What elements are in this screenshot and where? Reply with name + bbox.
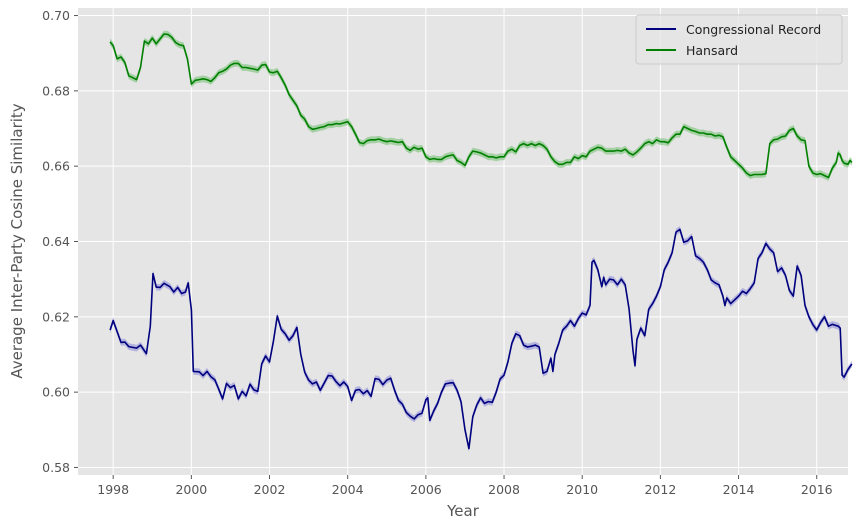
legend-box — [635, 14, 843, 65]
y-tick-label: 0.62 — [42, 309, 70, 324]
x-tick-label: 2010 — [566, 482, 598, 497]
x-axis: 1998 2000 2002 2004 2006 2008 2010 2012 2014 2016 — [97, 475, 833, 497]
series-line-hansard — [109, 33, 853, 179]
x-tick-label: 2016 — [801, 482, 833, 497]
x-tick-label: 2006 — [410, 482, 442, 497]
y-tick-label: 0.60 — [42, 385, 70, 400]
legend-label-congressional-record: Congressional Record — [686, 22, 821, 37]
y-tick-label: 0.64 — [42, 234, 70, 249]
x-tick-label: 2012 — [644, 482, 676, 497]
x-tick-label: 2004 — [332, 482, 364, 497]
series-line-congressional-record — [109, 228, 853, 450]
x-tick-label: 1998 — [97, 482, 129, 497]
series-lines — [109, 33, 853, 450]
x-axis-label: Year — [446, 502, 480, 520]
confidence-bands — [110, 30, 852, 452]
legend-label-hansard: Hansard — [686, 43, 738, 58]
y-tick-label: 0.68 — [42, 83, 70, 98]
y-tick-label: 0.66 — [42, 159, 70, 174]
y-axis: 0.58 0.60 0.62 0.64 0.66 0.68 0.70 — [42, 8, 78, 475]
y-tick-label: 0.70 — [42, 8, 70, 23]
legend: Congressional Record Hansard — [635, 14, 843, 65]
y-tick-label: 0.58 — [42, 460, 70, 475]
x-tick-label: 2008 — [488, 482, 520, 497]
x-tick-label: 2014 — [723, 482, 755, 497]
band-hansard — [110, 30, 852, 181]
x-tick-label: 2002 — [254, 482, 286, 497]
x-tick-label: 2000 — [175, 482, 207, 497]
y-axis-label: Average Inter-Party Cosine Similarity — [8, 103, 26, 378]
